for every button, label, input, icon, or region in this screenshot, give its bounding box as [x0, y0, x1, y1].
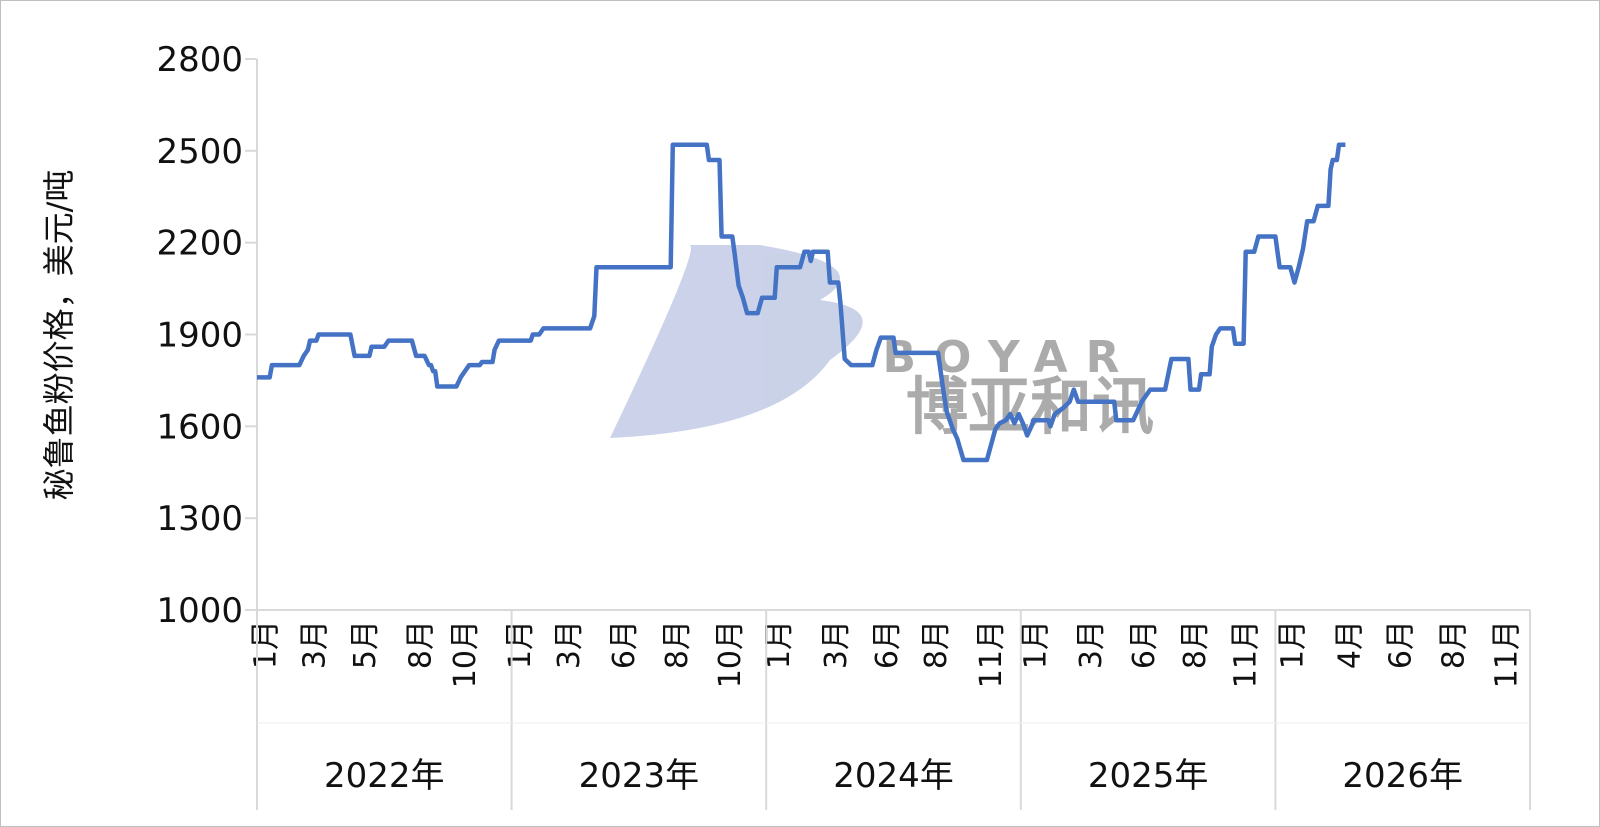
x-tick-label: 8月 — [919, 620, 954, 669]
y-tick-label: 2200 — [156, 224, 243, 264]
watermark-brand: BOYAR — [883, 332, 1138, 383]
x-tick-label: 1月 — [248, 620, 283, 669]
x-tick-label: 3月 — [552, 620, 587, 669]
x-tick-label: 3月 — [1074, 620, 1109, 669]
x-tick-label: 4月 — [1333, 620, 1368, 669]
x-tick-label: 6月 — [607, 620, 642, 669]
x-tick-label: 3月 — [297, 620, 332, 669]
x-group-label: 2025年 — [1088, 756, 1209, 796]
x-tick-label: 10月 — [448, 620, 483, 688]
x-tick-label: 11月 — [1229, 620, 1264, 688]
x-tick-label: 8月 — [1178, 620, 1213, 669]
x-tick-label: 8月 — [660, 620, 695, 669]
x-tick-label: 8月 — [1437, 620, 1472, 669]
x-tick-label: 11月 — [974, 620, 1009, 688]
y-tick-label: 2500 — [156, 132, 243, 172]
y-tick-label: 1000 — [156, 591, 243, 631]
x-tick-label: 1月 — [1019, 620, 1054, 669]
x-tick-label: 1月 — [1275, 620, 1310, 669]
y-tick-label: 1300 — [156, 499, 243, 539]
price-line — [257, 142, 1346, 463]
x-tick-label: 10月 — [713, 620, 748, 688]
y-tick-label: 2800 — [156, 40, 243, 80]
y-tick-label: 1600 — [156, 407, 243, 447]
x-tick-label: 1月 — [762, 620, 797, 669]
x-tick-label: 1月 — [503, 620, 538, 669]
watermark-logo — [610, 245, 863, 438]
x-tick-label: 3月 — [819, 620, 854, 669]
y-tick-label: 1900 — [156, 316, 243, 356]
x-tick-label: 5月 — [348, 620, 383, 669]
y-axis-label: 秘鲁鱼粉价格，美元/吨 — [40, 170, 78, 501]
x-tick-label: 6月 — [1384, 620, 1419, 669]
x-group-label: 2024年 — [833, 756, 954, 796]
x-group-label: 2022年 — [324, 756, 445, 796]
x-group-label: 2026年 — [1342, 756, 1463, 796]
x-group-label: 2023年 — [579, 756, 700, 796]
x-tick-label: 8月 — [403, 620, 438, 669]
x-tick-label: 11月 — [1490, 620, 1525, 688]
x-tick-label: 6月 — [870, 620, 905, 669]
x-tick-label: 6月 — [1127, 620, 1162, 669]
